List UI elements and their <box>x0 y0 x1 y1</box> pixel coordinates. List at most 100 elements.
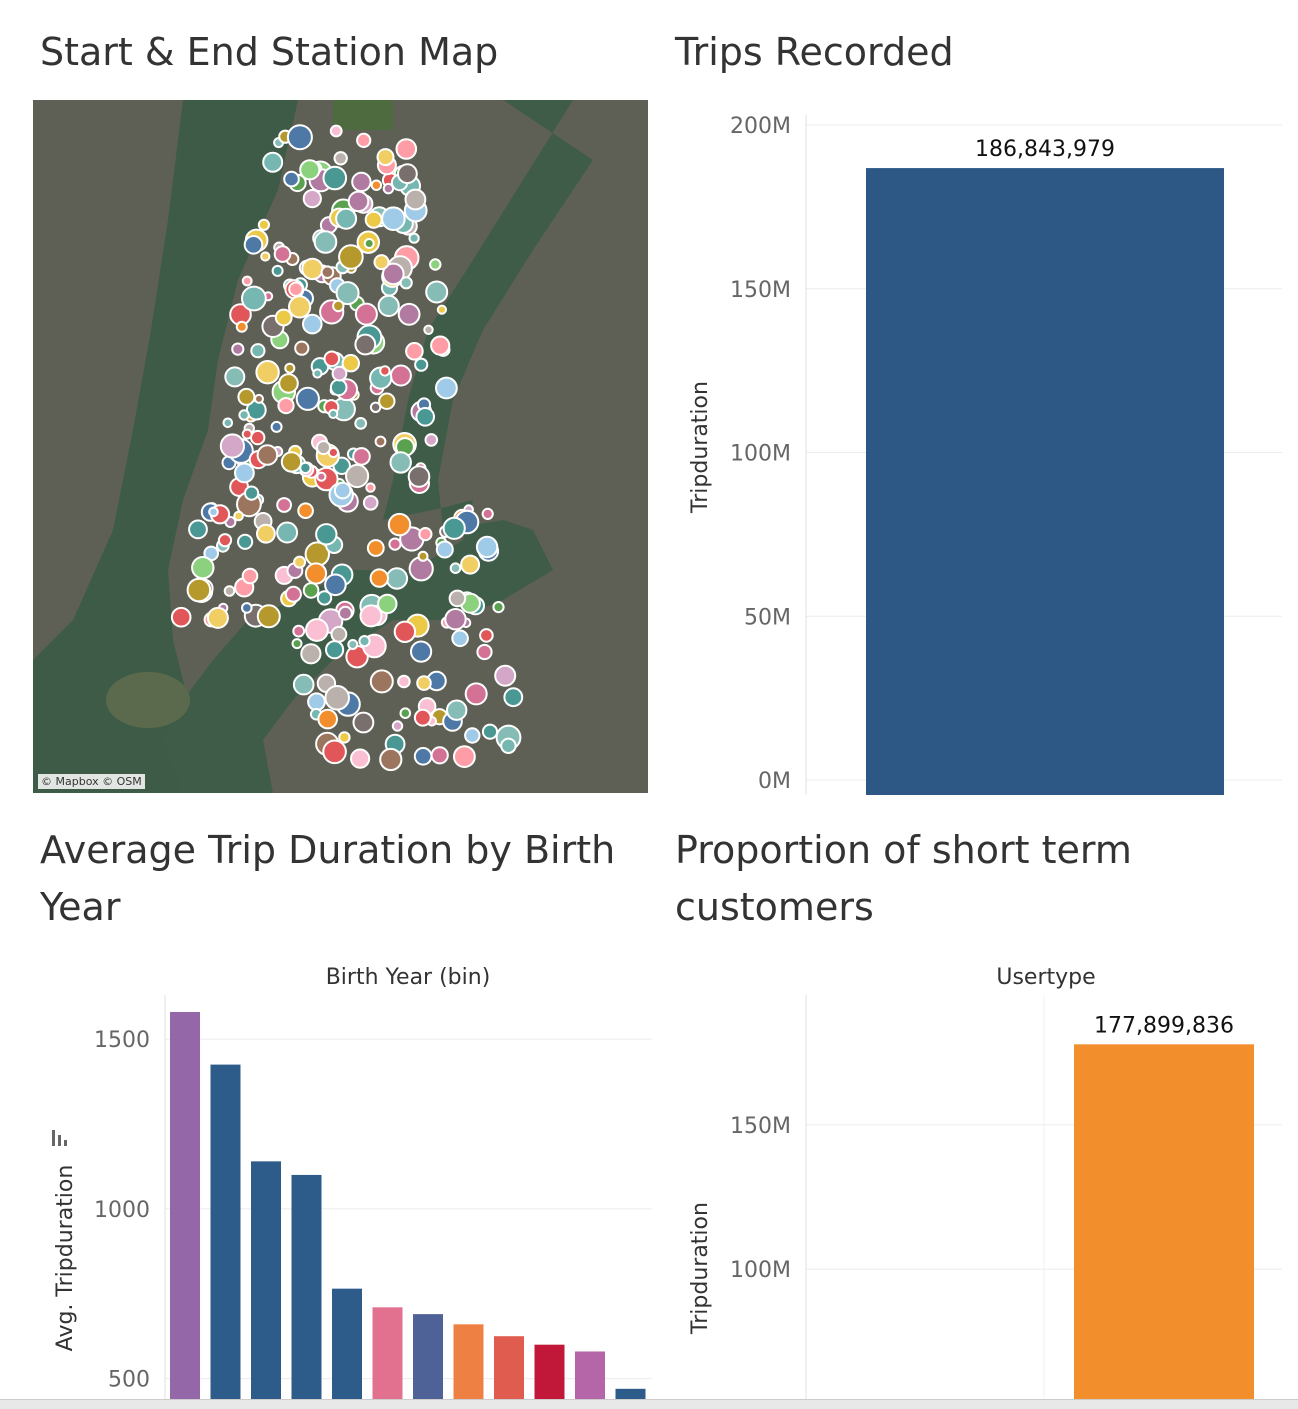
station-dot[interactable] <box>329 124 343 138</box>
station-dot[interactable] <box>335 281 360 306</box>
bar[interactable] <box>332 1288 362 1399</box>
station-dot[interactable] <box>330 625 348 643</box>
station-dot[interactable] <box>250 429 266 446</box>
station-dot[interactable] <box>299 159 321 181</box>
station-dot[interactable] <box>389 364 412 387</box>
station-dot[interactable] <box>408 232 420 244</box>
bar[interactable] <box>615 1388 646 1399</box>
station-dot[interactable] <box>315 523 338 546</box>
station-dot[interactable] <box>243 235 264 255</box>
station-dot[interactable] <box>276 521 299 544</box>
station-dot[interactable] <box>217 533 233 548</box>
station-dot[interactable] <box>288 295 312 319</box>
station-dot[interactable] <box>446 699 468 721</box>
station-dot[interactable] <box>320 265 335 279</box>
station-dot[interactable] <box>241 428 253 440</box>
station-dot[interactable] <box>338 244 364 270</box>
station-dot[interactable] <box>241 285 267 312</box>
station-dot[interactable] <box>444 608 467 631</box>
station-dot[interactable] <box>305 618 329 642</box>
station-dot[interactable] <box>280 451 303 473</box>
station-dot[interactable] <box>351 171 372 193</box>
bar[interactable] <box>534 1344 565 1399</box>
station-dot[interactable] <box>292 624 306 638</box>
station-dot[interactable] <box>341 354 360 373</box>
station-dot[interactable] <box>417 550 429 562</box>
station-dot[interactable] <box>429 258 442 271</box>
station-dot[interactable] <box>442 516 466 540</box>
station-dot[interactable] <box>299 461 312 475</box>
station-dot[interactable] <box>423 324 434 336</box>
station-dot[interactable] <box>352 711 375 734</box>
station-dot[interactable] <box>256 604 281 629</box>
station-dot[interactable] <box>364 210 383 229</box>
station-dot[interactable] <box>388 537 402 551</box>
station-dot[interactable] <box>278 373 299 394</box>
station-dot[interactable] <box>503 687 524 708</box>
station-dot[interactable] <box>382 262 405 286</box>
station-dot[interactable] <box>369 568 389 588</box>
station-dot[interactable] <box>241 602 253 614</box>
bar[interactable] <box>170 1011 200 1399</box>
station-dot[interactable] <box>376 148 395 167</box>
station-dot[interactable] <box>304 562 328 585</box>
station-dot[interactable] <box>238 409 250 421</box>
station-dot[interactable] <box>322 739 347 765</box>
bar[interactable] <box>210 1064 241 1399</box>
station-dot[interactable] <box>492 601 505 614</box>
station-dot[interactable] <box>451 629 469 648</box>
station-dot[interactable] <box>382 182 395 195</box>
bar[interactable] <box>251 1161 281 1399</box>
station-dot[interactable] <box>416 675 432 691</box>
station-dot[interactable] <box>257 218 270 231</box>
station-dot[interactable] <box>359 604 383 628</box>
station-dot[interactable] <box>186 577 212 603</box>
station-dot[interactable] <box>362 495 379 511</box>
station-dot[interactable] <box>297 502 314 520</box>
station-dot[interactable] <box>347 639 359 650</box>
bar[interactable] <box>372 1307 403 1399</box>
bar[interactable] <box>494 1336 524 1399</box>
station-dot[interactable] <box>365 482 376 493</box>
station-dot[interactable] <box>430 746 449 765</box>
station-dot[interactable] <box>479 628 494 643</box>
station-dot[interactable] <box>208 506 219 518</box>
station-dot[interactable] <box>191 556 215 580</box>
station-dot[interactable] <box>250 343 266 359</box>
station-dot[interactable] <box>435 376 458 400</box>
station-dot[interactable] <box>300 643 322 665</box>
station-dot[interactable] <box>324 573 347 597</box>
station-dot[interactable] <box>366 539 385 557</box>
station-dot[interactable] <box>312 368 323 379</box>
station-dot[interactable] <box>322 165 348 191</box>
station-dot[interactable] <box>391 720 404 732</box>
station-dot[interactable] <box>235 320 248 333</box>
station-dot[interactable] <box>350 748 371 769</box>
station-dot[interactable] <box>464 727 481 744</box>
station-dot[interactable] <box>295 386 320 411</box>
station-dot[interactable] <box>241 275 253 287</box>
station-dot[interactable] <box>399 707 412 720</box>
station-dot[interactable] <box>435 540 454 559</box>
station-dot[interactable] <box>283 170 300 188</box>
station-dot[interactable] <box>377 294 400 317</box>
station-dot[interactable] <box>387 512 412 537</box>
station-dot[interactable] <box>302 189 322 209</box>
station-dot[interactable] <box>397 674 411 689</box>
station-dot[interactable] <box>223 585 236 597</box>
station-dot[interactable] <box>231 342 245 356</box>
station-dot[interactable] <box>255 360 280 385</box>
station-dot[interactable] <box>500 737 517 754</box>
station-dot[interactable] <box>354 417 368 430</box>
station-dot[interactable] <box>219 433 245 459</box>
bar[interactable] <box>866 168 1224 796</box>
bar[interactable] <box>291 1174 322 1399</box>
station-dot[interactable] <box>256 523 276 544</box>
station-dot[interactable] <box>448 589 467 608</box>
station-dot[interactable] <box>254 393 264 404</box>
trips-chart[interactable]: 0M 50M 100M 150M 200M Tripduration 186,843,979 <box>660 100 1298 800</box>
station-dots[interactable] <box>170 124 524 772</box>
station-dot[interactable] <box>234 462 255 484</box>
station-dot[interactable] <box>405 342 424 361</box>
bar[interactable] <box>453 1324 484 1399</box>
